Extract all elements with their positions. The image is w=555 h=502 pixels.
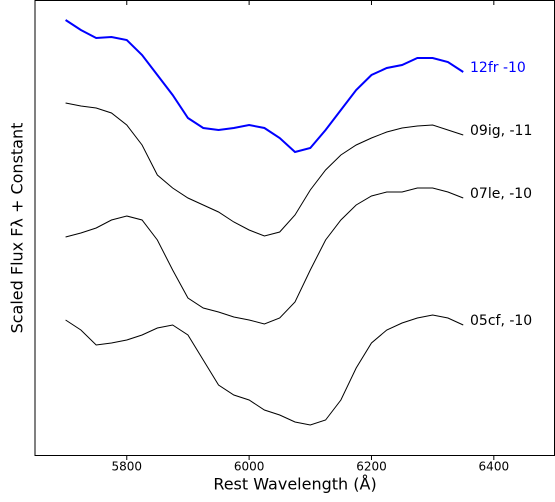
x-tick-label: 6400 — [479, 460, 510, 474]
series-label: 12fr -10 — [470, 60, 526, 76]
series-line — [65, 187, 464, 325]
x-tick-label: 6000 — [234, 460, 265, 474]
series-line — [65, 314, 464, 426]
x-tick-label: 6200 — [356, 460, 387, 474]
x-axis-label: Rest Wavelength (Å) — [213, 475, 376, 494]
series-line — [65, 102, 464, 237]
series-label: 09ig, -11 — [470, 123, 532, 139]
series-label: 05cf, -10 — [470, 313, 532, 329]
series-label: 07le, -10 — [470, 186, 532, 202]
y-axis-label: Scaled Flux Fλ + Constant — [8, 123, 27, 334]
x-tick-label: 5800 — [111, 460, 142, 474]
series-line — [65, 19, 464, 154]
